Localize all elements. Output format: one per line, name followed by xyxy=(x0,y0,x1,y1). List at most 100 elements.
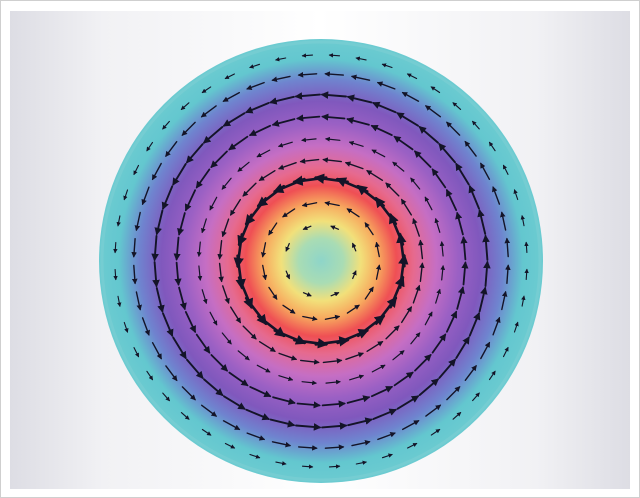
vector-arrow xyxy=(480,341,491,360)
vector-arrow xyxy=(438,358,456,379)
vector-arrow xyxy=(418,378,440,396)
vector-arrow xyxy=(269,95,295,105)
vector-arrow xyxy=(271,118,296,127)
vector-arrow xyxy=(258,341,276,352)
vector-arrow xyxy=(165,365,178,382)
vector-arrow xyxy=(237,350,250,361)
vector-field-figure xyxy=(99,39,543,483)
vector-arrow xyxy=(483,260,491,287)
vector-arrow xyxy=(221,177,232,190)
vector-arrow xyxy=(268,222,278,236)
vector-arrow xyxy=(229,198,242,216)
vector-arrow xyxy=(201,428,212,436)
vector-arrow xyxy=(322,157,342,163)
vector-arrow xyxy=(452,102,462,110)
vector-arrow xyxy=(321,422,348,430)
vector-arrow xyxy=(184,310,197,334)
colored-disc xyxy=(99,39,543,483)
vector-arrow xyxy=(376,81,396,90)
vector-arrow xyxy=(162,120,170,130)
vector-arrow xyxy=(228,371,249,387)
vector-arrow xyxy=(195,168,211,189)
vector-arrow xyxy=(113,268,118,281)
vector-arrow xyxy=(430,428,441,436)
vector-arrow xyxy=(186,143,204,164)
vector-arrow xyxy=(328,464,341,469)
vector-arrow xyxy=(410,177,421,190)
vector-arrow xyxy=(296,401,321,409)
vector-arrow xyxy=(223,395,246,410)
vector-arrow xyxy=(245,408,271,421)
vector-arrow xyxy=(131,264,138,285)
vector-arrow xyxy=(504,237,511,258)
vector-arrow xyxy=(330,291,340,297)
vector-arrow xyxy=(401,91,420,102)
vector-arrow xyxy=(482,234,490,261)
vector-arrow xyxy=(244,102,270,114)
vector-arrow xyxy=(133,164,140,176)
vector-arrow xyxy=(301,137,317,143)
vector-arrow xyxy=(513,189,519,201)
vector-arrow xyxy=(285,270,291,280)
vector-arrow xyxy=(325,136,341,142)
vector-arrow xyxy=(524,268,529,281)
image-panel xyxy=(10,11,630,489)
vector-arrow xyxy=(346,208,360,218)
vector-arrow xyxy=(301,464,314,469)
vector-arrow xyxy=(364,286,374,300)
vector-arrow xyxy=(370,124,393,136)
vector-arrow xyxy=(370,385,394,398)
vector-arrow xyxy=(346,94,373,104)
vector-arrow xyxy=(488,141,496,152)
vector-arrow xyxy=(173,236,181,261)
vector-arrow xyxy=(439,241,445,257)
vector-arrow xyxy=(165,140,178,157)
vector-arrow xyxy=(351,242,357,252)
vector-arrow xyxy=(440,265,446,281)
vector-arrow xyxy=(401,198,412,216)
vector-arrow xyxy=(154,209,164,236)
vector-arrow xyxy=(392,350,405,361)
vector-arrow xyxy=(328,53,341,58)
vector-arrow xyxy=(209,311,218,326)
vector-arrow xyxy=(172,336,187,360)
vector-arrow xyxy=(116,215,121,227)
vector-arrow xyxy=(181,121,196,136)
vector-arrow xyxy=(242,325,257,340)
vector-arrow xyxy=(352,270,357,280)
vector-arrow xyxy=(249,63,261,69)
vector-arrow xyxy=(344,161,364,170)
vector-arrow xyxy=(345,352,364,360)
vector-arrow xyxy=(300,359,320,365)
vector-arrow xyxy=(135,291,142,311)
vector-arrow xyxy=(521,295,526,307)
vector-arrow xyxy=(406,73,418,80)
vector-arrow xyxy=(324,444,345,451)
vector-arrow xyxy=(371,149,386,158)
vector-arrow xyxy=(396,395,420,410)
vector-arrow xyxy=(196,241,202,257)
vector-arrow xyxy=(210,150,228,169)
vector-arrow xyxy=(123,189,129,201)
vector-arrow xyxy=(446,386,461,401)
vector-arrow xyxy=(321,113,346,121)
vector-arrow xyxy=(278,161,297,170)
vector-arrow xyxy=(146,370,154,381)
vector-arrow xyxy=(201,218,207,234)
vector-arrow xyxy=(200,404,217,417)
vector-arrow xyxy=(375,264,382,280)
vector-arrow xyxy=(396,112,419,127)
vector-arrow xyxy=(301,53,314,58)
vector-arrow xyxy=(141,186,150,206)
vector-arrow xyxy=(242,182,257,197)
vector-arrow xyxy=(271,75,291,82)
vector-arrow xyxy=(278,352,298,361)
vector-arrow xyxy=(162,392,170,402)
vector-arrow xyxy=(513,321,519,333)
vector-arrow xyxy=(320,91,347,99)
vector-arrow xyxy=(492,186,501,205)
vector-arrow xyxy=(330,225,340,230)
vector-arrow xyxy=(393,371,414,387)
vector-arrow xyxy=(301,202,318,208)
